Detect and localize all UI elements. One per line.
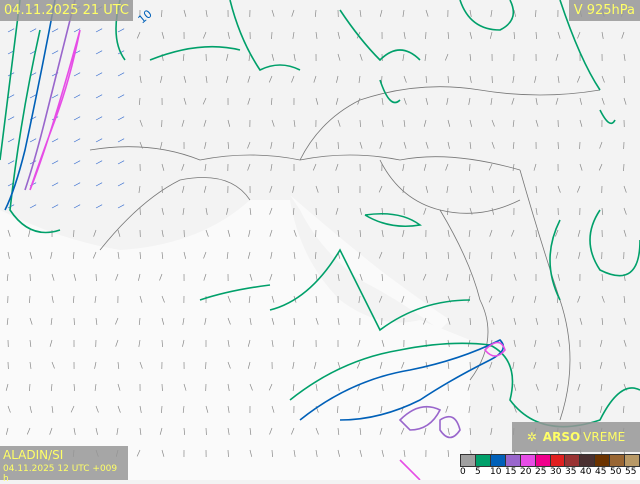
brand-logo: ✲ ARSO VREME: [512, 422, 640, 452]
legend-swatch: [535, 454, 551, 467]
legend-swatch: [624, 454, 640, 467]
brand-bold: ARSO: [543, 430, 580, 444]
legend-tick: 5: [475, 467, 490, 477]
legend-swatch: [564, 454, 580, 467]
sun-icon: ✲: [527, 430, 537, 444]
legend-tick: 10: [490, 467, 505, 477]
legend-swatch: [550, 454, 566, 467]
model-info: ALADIN/SI 04.11.2025 12 UTC +009 h: [0, 446, 128, 480]
legend-tick: 35: [565, 467, 580, 477]
model-name: ALADIN/SI: [3, 448, 125, 462]
legend-swatch: [490, 454, 506, 467]
legend-tick: 30: [550, 467, 565, 477]
legend-tick: 20: [520, 467, 535, 477]
legend-swatch: [520, 454, 536, 467]
legend-tick: 15: [505, 467, 520, 477]
legend-swatch: [609, 454, 625, 467]
legend-tick: 25: [535, 467, 550, 477]
brand-rest: VREME: [583, 430, 625, 444]
legend-swatch: [505, 454, 521, 467]
legend-swatch: [460, 454, 476, 467]
legend-swatch: [594, 454, 610, 467]
legend-swatch: [475, 454, 491, 467]
valid-time-label: 04.11.2025 21 UTC: [0, 0, 133, 21]
legend-tick: 45: [595, 467, 610, 477]
legend-tick: 0: [460, 467, 475, 477]
legend-tick: 50: [610, 467, 625, 477]
pressure-level-label: V 925hPa: [569, 0, 640, 21]
legend-tick: 40: [580, 467, 595, 477]
legend-tick: 55: [625, 467, 640, 477]
legend-swatch: [579, 454, 595, 467]
model-run: 04.11.2025 12 UTC +009 h: [3, 464, 125, 484]
